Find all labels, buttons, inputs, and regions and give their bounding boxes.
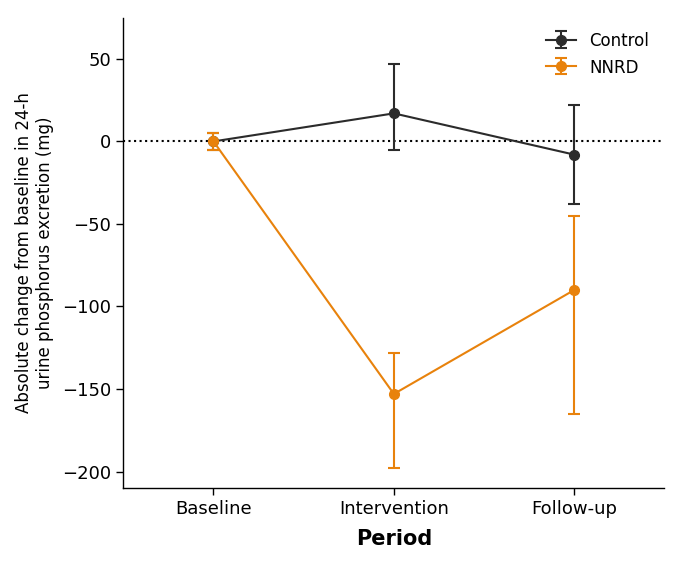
X-axis label: Period: Period: [356, 529, 432, 549]
Y-axis label: Absolute change from baseline in 24-h
urine phosphorus excretion (mg): Absolute change from baseline in 24-h ur…: [15, 92, 54, 413]
Legend: Control, NNRD: Control, NNRD: [539, 26, 656, 83]
